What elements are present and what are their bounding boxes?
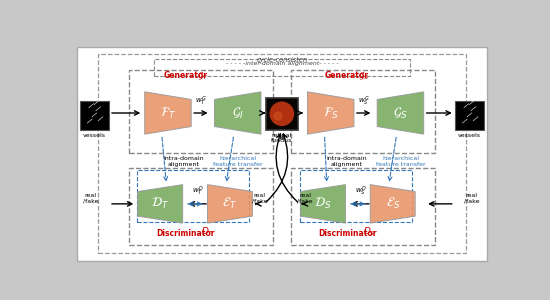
Text: fundus: fundus (271, 138, 293, 142)
Circle shape (270, 102, 294, 125)
Polygon shape (145, 92, 191, 134)
Text: /fake: /fake (298, 199, 313, 204)
Text: Discriminator: Discriminator (318, 229, 377, 238)
Text: $\mathcal{F}_S$: $\mathcal{F}_S$ (323, 105, 338, 121)
Text: retinal: retinal (272, 133, 292, 138)
Bar (129, 70, 273, 153)
Text: real: real (254, 194, 266, 199)
Polygon shape (207, 184, 252, 223)
Circle shape (274, 112, 282, 120)
Polygon shape (214, 92, 261, 134)
Bar (129, 168, 273, 245)
Text: $\mathcal{F}_T$: $\mathcal{F}_T$ (160, 105, 176, 121)
Text: $\mathcal{D}_T$: $\mathcal{D}_T$ (151, 196, 169, 212)
Text: hierarchical
feature transfer: hierarchical feature transfer (376, 156, 425, 167)
Text: intra-domain
alignment: intra-domain alignment (326, 156, 366, 167)
Text: Discriminator: Discriminator (156, 229, 215, 238)
Text: /fake: /fake (252, 199, 267, 204)
Bar (137, 170, 249, 222)
Text: vessels: vessels (458, 133, 481, 138)
Text: $D_S$: $D_S$ (363, 225, 376, 238)
Text: real: real (466, 194, 478, 199)
Text: $\mathcal{E}_S$: $\mathcal{E}_S$ (386, 196, 400, 212)
Text: Generator: Generator (163, 70, 207, 80)
Text: $w_S^D$: $w_S^D$ (355, 185, 367, 199)
Bar (291, 168, 434, 245)
Polygon shape (138, 184, 183, 223)
Text: Generator: Generator (324, 70, 369, 80)
FancyArrowPatch shape (266, 134, 288, 202)
Text: cycle-consisten: cycle-consisten (256, 57, 307, 63)
FancyArrowPatch shape (276, 134, 298, 202)
Text: real: real (85, 194, 96, 199)
Text: /fake: /fake (464, 199, 480, 204)
Bar (455, 101, 484, 130)
Bar (266, 98, 298, 130)
Polygon shape (307, 92, 354, 134)
Text: /fake: /fake (82, 199, 98, 204)
Bar (291, 70, 434, 153)
Bar (154, 59, 410, 76)
Text: real: real (299, 194, 311, 199)
Text: intra-domain
alignment: intra-domain alignment (163, 156, 204, 167)
Text: $D_T$: $D_T$ (201, 225, 214, 238)
Polygon shape (377, 92, 424, 134)
Text: hierarchical
feature transfer: hierarchical feature transfer (213, 156, 262, 167)
Text: $w_T^D$: $w_T^D$ (191, 185, 203, 199)
Text: $\mathcal{G}_S$: $\mathcal{G}_S$ (358, 70, 369, 82)
Text: $\mathcal{G}_I$: $\mathcal{G}_I$ (232, 105, 244, 121)
Polygon shape (300, 184, 345, 223)
Text: $\mathcal{G}_S$: $\mathcal{G}_S$ (393, 105, 408, 121)
Text: $w_S^G$: $w_S^G$ (358, 94, 370, 108)
Text: $w_T^G$: $w_T^G$ (195, 94, 206, 108)
Text: $\mathcal{D}_S$: $\mathcal{D}_S$ (314, 196, 332, 212)
Text: vessels: vessels (83, 133, 106, 138)
Text: - - - - -inter-domain alignment- - - - -: - - - - -inter-domain alignment- - - - - (226, 61, 338, 66)
Bar (300, 170, 412, 222)
Text: $\mathcal{E}_T$: $\mathcal{E}_T$ (222, 196, 238, 212)
Polygon shape (370, 184, 415, 223)
Bar (80, 101, 109, 130)
Text: $\mathcal{G}_T$: $\mathcal{G}_T$ (197, 70, 208, 82)
Bar (98, 55, 465, 253)
